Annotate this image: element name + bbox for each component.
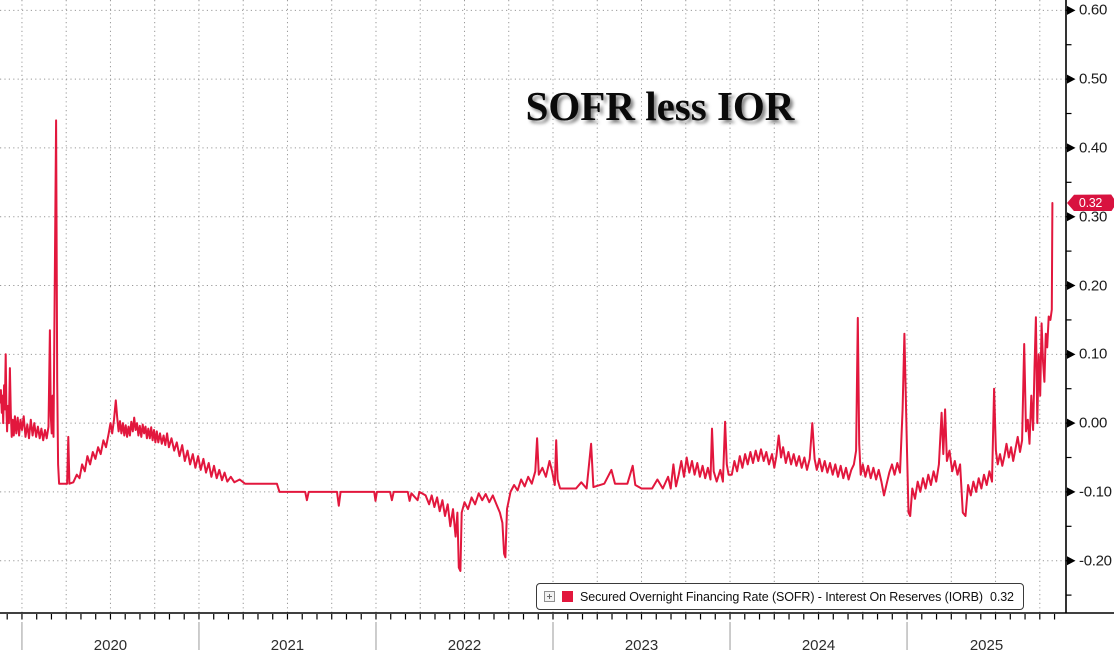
- x-year-label: 2021: [270, 637, 305, 654]
- legend-series-value: 0.32: [989, 589, 1014, 604]
- y-tick-arrow-icon: [1067, 212, 1076, 222]
- series-line: [0, 119, 1054, 572]
- legend[interactable]: Secured Overnight Financing Rate (SOFR) …: [536, 583, 1024, 610]
- y-tick-arrow-icon: [1067, 487, 1076, 497]
- axes: [0, 0, 1114, 614]
- y-tick-label: -0.10: [1079, 483, 1112, 501]
- y-tick-arrow-icon: [1067, 5, 1076, 15]
- legend-expand-icon[interactable]: [544, 591, 555, 602]
- x-year-label: 2020: [93, 637, 128, 654]
- y-tick-arrow-icon: [1067, 556, 1076, 566]
- y-tick-label: 0.20: [1079, 277, 1107, 295]
- y-tick-arrow-icon: [1067, 143, 1076, 153]
- axis-ticks: [6, 5, 1076, 650]
- y-tick-label: 0.00: [1079, 414, 1107, 432]
- x-year-label: 2025: [969, 637, 1004, 654]
- x-year-label: 2024: [801, 637, 836, 654]
- gridlines: [0, 0, 1066, 613]
- y-tick-arrow-icon: [1067, 74, 1076, 84]
- y-tick-arrow-icon: [1067, 418, 1076, 428]
- x-year-label: 2022: [447, 637, 482, 654]
- y-tick-label: 0.30: [1079, 208, 1107, 226]
- x-year-label: 2023: [624, 637, 659, 654]
- y-tick-label: 0.50: [1079, 70, 1107, 88]
- last-value-badge-text: 0.32: [1078, 195, 1103, 210]
- y-tick-label: 0.10: [1079, 345, 1107, 363]
- y-tick-arrow-icon: [1067, 281, 1076, 291]
- legend-series-label: Secured Overnight Financing Rate (SOFR) …: [580, 589, 983, 604]
- y-tick-arrow-icon: [1067, 349, 1076, 359]
- y-tick-label: 0.60: [1079, 1, 1107, 19]
- last-value-badge: 0.32: [1067, 194, 1114, 212]
- legend-series-swatch: [562, 591, 573, 602]
- y-tick-label: 0.40: [1079, 139, 1107, 157]
- y-tick-label: -0.20: [1079, 552, 1112, 570]
- chart-title: SOFR less IOR: [525, 83, 795, 129]
